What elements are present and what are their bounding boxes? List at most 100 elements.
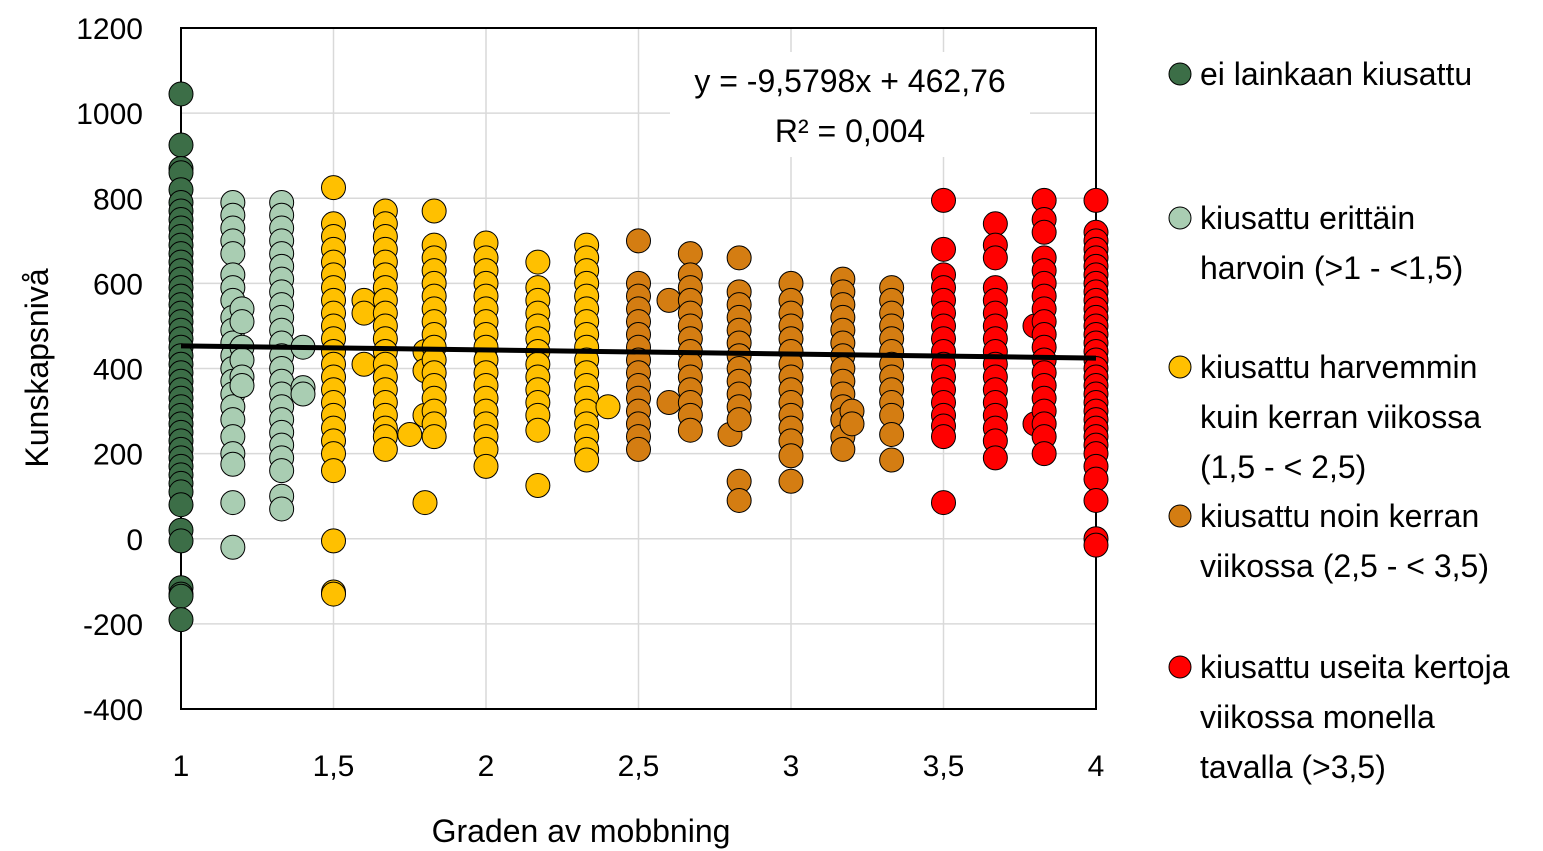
data-point-series-4 bbox=[656, 390, 682, 416]
x-tick-label: 1 bbox=[173, 750, 190, 783]
data-point-series-4 bbox=[626, 228, 651, 254]
legend-marker-4 bbox=[1168, 504, 1192, 528]
data-point-series-1 bbox=[168, 583, 194, 609]
trendline-r-squared: R² = 0,004 bbox=[775, 113, 925, 149]
data-point-series-5 bbox=[1031, 219, 1057, 245]
data-point-series-5 bbox=[982, 445, 1008, 471]
data-point-series-4 bbox=[879, 447, 905, 473]
y-tick-label: 1200 bbox=[76, 13, 143, 46]
data-point-series-4 bbox=[677, 241, 703, 267]
data-point-series-3 bbox=[574, 447, 600, 473]
data-point-series-4 bbox=[830, 436, 856, 462]
legend-label-2: harvoin (>1 - <1,5) bbox=[1200, 250, 1463, 286]
legend-label-3: (1,5 - < 2,5) bbox=[1200, 449, 1366, 485]
legend-label-2: kiusattu erittäin bbox=[1200, 200, 1415, 236]
data-point-series-5 bbox=[1031, 441, 1057, 467]
legend-marker-2 bbox=[1168, 206, 1192, 230]
legend-marker-3 bbox=[1168, 355, 1192, 379]
data-point-series-3 bbox=[412, 490, 438, 516]
data-point-series-3 bbox=[473, 453, 499, 479]
data-point-series-5 bbox=[1083, 487, 1109, 513]
data-point-series-2 bbox=[220, 241, 246, 267]
data-point-series-5 bbox=[931, 236, 956, 262]
data-point-series-4 bbox=[626, 436, 651, 462]
legend-label-3: kiusattu harvemmin bbox=[1200, 349, 1477, 385]
data-point-series-2 bbox=[220, 490, 246, 516]
data-point-series-4 bbox=[726, 407, 752, 433]
data-point-series-4 bbox=[778, 468, 804, 494]
y-tick-label: -400 bbox=[83, 694, 143, 727]
data-point-series-5 bbox=[931, 424, 956, 450]
y-tick-label: 600 bbox=[93, 268, 143, 301]
data-point-series-5 bbox=[931, 490, 956, 516]
data-point-series-1 bbox=[168, 607, 194, 633]
data-point-series-5 bbox=[1083, 532, 1109, 558]
y-tick-label: 400 bbox=[93, 354, 143, 387]
x-axis-tick-labels: 1 1,5 2 2,5 3 3,5 4 bbox=[173, 750, 1105, 783]
legend-label-1: ei lainkaan kiusattu bbox=[1200, 56, 1472, 92]
data-point-series-5 bbox=[982, 245, 1008, 271]
x-axis-title: Graden av mobbning bbox=[432, 813, 731, 849]
data-point-series-1 bbox=[168, 528, 194, 554]
legend-label-5: kiusattu useita kertoja bbox=[1200, 649, 1510, 685]
data-point-series-3 bbox=[321, 458, 346, 484]
x-tick-label: 1,5 bbox=[313, 750, 355, 783]
data-point-series-4 bbox=[677, 417, 703, 443]
legend-marker-5 bbox=[1168, 655, 1192, 679]
data-point-series-2 bbox=[229, 373, 255, 399]
legend-label-4: kiusattu noin kerran bbox=[1200, 498, 1479, 534]
x-tick-label: 2 bbox=[478, 750, 495, 783]
data-point-series-4 bbox=[879, 421, 905, 447]
y-axis-tick-labels: -400 -200 0 200 400 600 800 1000 1200 bbox=[76, 13, 143, 727]
data-point-series-2 bbox=[229, 309, 255, 335]
data-point-series-4 bbox=[726, 245, 752, 271]
data-point-series-3 bbox=[351, 351, 377, 377]
legend-label-3: kuin kerran viikossa bbox=[1200, 399, 1481, 435]
x-tick-label: 2,5 bbox=[618, 750, 660, 783]
data-point-series-3 bbox=[372, 436, 398, 462]
x-tick-label: 3,5 bbox=[923, 750, 965, 783]
data-point-series-3 bbox=[397, 421, 423, 447]
data-point-series-2 bbox=[220, 451, 246, 477]
data-point-series-3 bbox=[525, 417, 551, 443]
y-tick-label: 1000 bbox=[76, 98, 143, 131]
legend-label-4: viikossa (2,5 - < 3,5) bbox=[1200, 548, 1489, 584]
data-point-series-3 bbox=[321, 175, 346, 201]
data-point-series-4 bbox=[656, 287, 682, 313]
y-axis-title: Kunskapsnivå bbox=[19, 268, 55, 467]
data-point-series-5 bbox=[1083, 187, 1109, 213]
data-points bbox=[168, 81, 1109, 633]
data-point-series-5 bbox=[982, 211, 1008, 237]
data-point-series-5 bbox=[931, 187, 956, 213]
data-point-series-1 bbox=[168, 492, 194, 518]
legend: ei lainkaan kiusattu kiusattu erittäin har… bbox=[1168, 56, 1510, 785]
data-point-series-3 bbox=[595, 394, 621, 420]
data-point-series-2 bbox=[220, 534, 246, 560]
data-point-series-2 bbox=[290, 381, 316, 407]
data-point-series-3 bbox=[421, 198, 447, 224]
data-point-series-3 bbox=[525, 249, 551, 275]
trendline bbox=[180, 343, 1097, 361]
legend-label-5: tavalla (>3,5) bbox=[1200, 749, 1386, 785]
data-point-series-3 bbox=[321, 581, 346, 607]
y-tick-label: 200 bbox=[93, 439, 143, 472]
trendline-equation-background bbox=[670, 52, 1030, 157]
x-tick-label: 4 bbox=[1088, 750, 1105, 783]
y-tick-label: -200 bbox=[83, 609, 143, 642]
data-point-series-3 bbox=[421, 424, 447, 450]
data-point-series-4 bbox=[839, 411, 865, 437]
data-point-series-3 bbox=[525, 473, 551, 499]
data-point-series-4 bbox=[726, 487, 752, 513]
data-point-series-2 bbox=[269, 458, 295, 484]
data-point-series-5 bbox=[1083, 466, 1109, 492]
x-tick-label: 3 bbox=[783, 750, 800, 783]
trendline-equation: y = -9,5798x + 462,76 bbox=[694, 63, 1005, 99]
y-tick-label: 800 bbox=[93, 183, 143, 216]
data-point-series-4 bbox=[778, 443, 804, 469]
data-point-series-3 bbox=[351, 300, 377, 326]
data-point-series-3 bbox=[321, 528, 346, 554]
legend-marker-1 bbox=[1168, 62, 1192, 86]
legend-label-5: viikossa monella bbox=[1200, 699, 1435, 735]
data-point-series-2 bbox=[269, 496, 295, 522]
